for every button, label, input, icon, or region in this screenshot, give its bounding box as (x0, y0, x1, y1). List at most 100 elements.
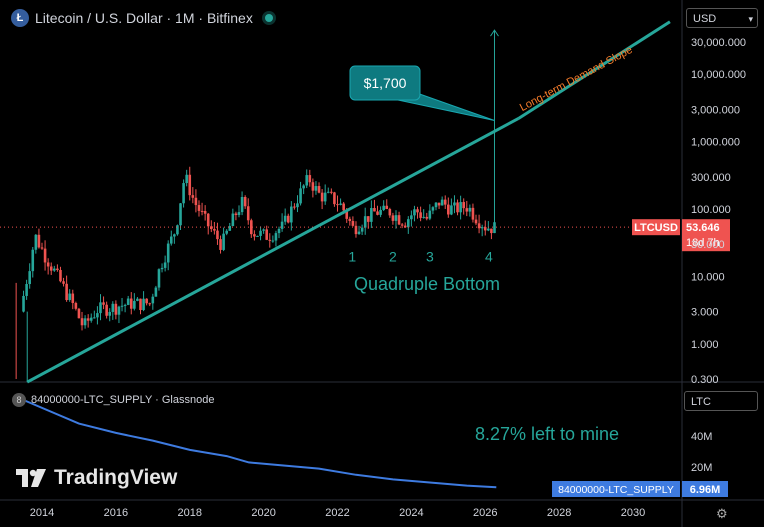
candle-body (117, 306, 121, 315)
candle-body (425, 216, 429, 219)
candle-body (43, 248, 47, 263)
candle-body (216, 230, 219, 240)
tradingview-logo[interactable]: TradingView (16, 466, 177, 490)
candle-body (108, 311, 112, 316)
candle-body (437, 202, 441, 206)
candle-body (80, 318, 84, 326)
market-status-icon (264, 14, 273, 22)
indicator-legend[interactable]: 8 84000000-LTC_SUPPLY · Glassnode (12, 393, 214, 407)
candle-body (410, 215, 413, 220)
candle-body (314, 186, 318, 191)
chart-header[interactable]: Ł Litecoin / U.S. Dollar · 1M · Bitfinex (11, 9, 273, 27)
candle-body (185, 174, 188, 184)
candle-body (283, 215, 287, 222)
candle-body (231, 213, 235, 227)
currency-selector[interactable]: USD ▾ (686, 8, 758, 28)
candle-body (483, 227, 487, 231)
candle-body (363, 216, 367, 228)
candle-body (456, 202, 459, 213)
candle-body (89, 317, 93, 321)
indicator-badge: 8 (12, 393, 26, 407)
price-tick-label: 300.000 (691, 172, 731, 184)
candle-body (225, 230, 228, 234)
candle-body (34, 234, 38, 250)
demand-trendline-extension (517, 20, 671, 120)
candle-body (305, 175, 309, 186)
candle-body (262, 229, 265, 231)
last-price-value: 53.646 (686, 222, 720, 234)
candle-body (459, 202, 462, 213)
candle-body (333, 192, 336, 205)
candle-body (293, 206, 296, 208)
candle-body (191, 195, 195, 198)
candle-body (416, 209, 419, 213)
candle-body (74, 303, 78, 309)
candle-body (317, 186, 321, 193)
candle-body (129, 298, 133, 309)
candle-body (234, 213, 238, 215)
supply-value-label: 6.96M (690, 484, 721, 496)
candle-body (114, 303, 118, 315)
candle-body (462, 202, 466, 209)
supply-value-badge (682, 481, 728, 497)
candle-body (336, 204, 339, 206)
candle-body (471, 207, 475, 220)
candle-body (49, 266, 53, 271)
candle-body (246, 206, 250, 221)
settings-gear-icon[interactable]: ⚙ (716, 506, 728, 521)
candle-body (126, 298, 130, 305)
price-tick-label: 30,000.000 (691, 37, 746, 49)
indicator-title: 84000000-LTC_SUPPLY · Glassnode (31, 394, 215, 406)
candle-body (139, 298, 142, 311)
candle-body (209, 226, 213, 230)
candle-body (163, 262, 167, 268)
price-tick-label: 30.000 (691, 239, 725, 251)
indicator-unit-selector[interactable]: LTC (684, 391, 758, 411)
candle-body (93, 317, 96, 319)
candle-body (428, 210, 432, 219)
candles-layer (15, 166, 496, 383)
time-tick-label: 2016 (104, 507, 128, 519)
supply-name-label: 84000000-LTC_SUPPLY (558, 484, 674, 496)
candle-body (145, 298, 148, 304)
candle-body (345, 210, 349, 219)
candle-body (65, 283, 68, 301)
currency-value: USD (693, 13, 717, 25)
bottom-number-label: 2 (389, 248, 397, 264)
candle-body (222, 233, 225, 250)
time-tick-label: 2014 (30, 507, 54, 519)
tradingview-icon (16, 469, 46, 487)
candle-body (173, 234, 176, 237)
price-tick-label: 10.000 (691, 271, 725, 283)
target-arrow-head (490, 29, 499, 37)
candle-body (400, 224, 404, 226)
candle-body (166, 243, 170, 263)
candle-body (490, 228, 493, 234)
candle-body (169, 236, 173, 244)
trendline-label: Long-term Demand Slope (518, 44, 635, 114)
candle-body (40, 247, 44, 249)
candle-body (59, 269, 62, 282)
candle-body (342, 203, 345, 211)
candle-body (176, 225, 179, 235)
candle-body (477, 223, 481, 229)
candle-body (348, 218, 352, 222)
candle-body (360, 227, 364, 232)
candle-body (206, 213, 210, 227)
candle-body (250, 220, 253, 235)
candle-body (259, 230, 262, 236)
candle-body (62, 281, 65, 284)
candle-body (296, 203, 299, 208)
candle-body (385, 205, 389, 209)
axes-layer: 30,000.00010,000.0003,000.0001,000.00030… (30, 37, 746, 519)
candle-body (105, 304, 108, 316)
callout-pointer (397, 91, 495, 121)
candle-body (151, 296, 155, 304)
candle-body (142, 298, 145, 311)
candle-body (253, 234, 256, 237)
candle-body (406, 219, 410, 228)
supply-line (23, 399, 497, 489)
price-tick-label: 1,000.000 (691, 137, 740, 149)
